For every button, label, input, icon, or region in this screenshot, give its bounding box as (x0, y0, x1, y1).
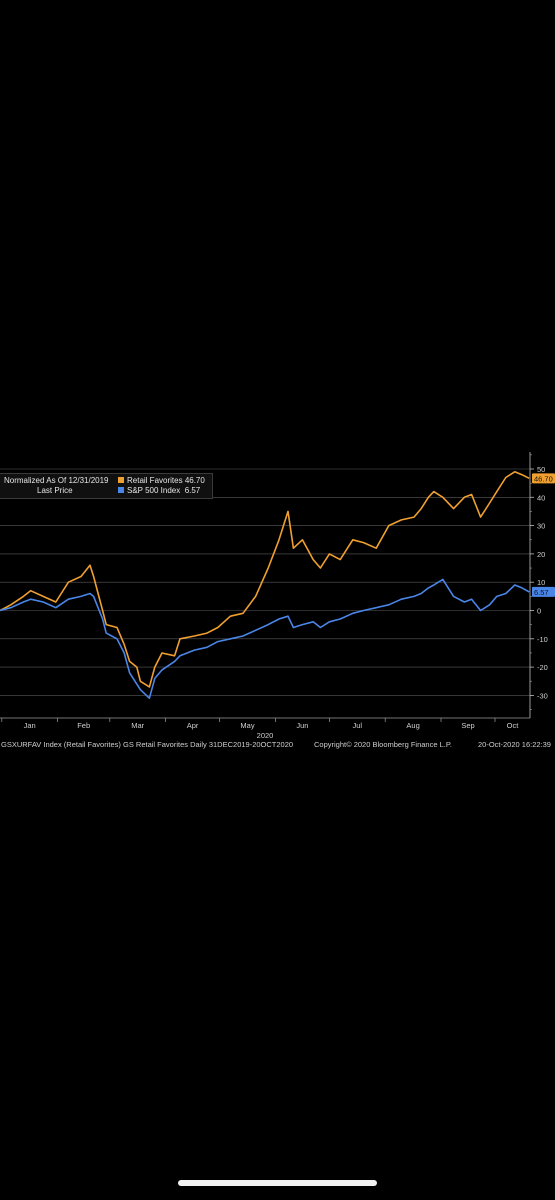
y-tick-label: 10 (537, 578, 545, 587)
y-tick-label: -30 (537, 691, 548, 700)
last-price-label: 6.57 (534, 588, 549, 597)
legend-swatch-blue (118, 487, 124, 493)
chart-legend: Normalized As Of 12/31/2019 Last Price R… (0, 473, 213, 499)
footer-ticker-info: GSXURFAV Index (Retail Favorites) GS Ret… (1, 740, 294, 749)
last-price-tag (532, 473, 555, 484)
y-tick-label: -10 (537, 635, 548, 644)
legend-swatch-orange (118, 477, 124, 483)
legend-series-list: Retail Favorites 46.70 S&P 500 Index 6.5… (118, 476, 205, 496)
last-price-label: 46.70 (534, 474, 553, 483)
footer-copyright: Copyright© 2020 Bloomberg Finance L.P. (314, 740, 452, 749)
x-axis-title: 2020 (257, 731, 274, 740)
x-tick-label: Oct (507, 721, 520, 730)
x-tick-label: Aug (406, 721, 419, 730)
y-tick-label: 50 (537, 465, 545, 474)
x-tick-label: Feb (77, 721, 90, 730)
normalized-label: Normalized As Of 12/31/2019 (4, 476, 109, 485)
series-line-sp500 (0, 578, 530, 700)
legend-item-sp500: S&P 500 Index 6.57 (118, 486, 205, 496)
legend-series-value: 46.70 (184, 476, 205, 485)
y-tick-label: 30 (537, 522, 545, 531)
x-tick-label: Mar (131, 721, 144, 730)
y-tick-label: 20 (537, 550, 545, 559)
legend-series-name: S&P 500 Index (127, 486, 181, 495)
footer-timestamp: 20-Oct-2020 16:22:39 (478, 740, 551, 749)
y-tick-label: 40 (537, 493, 545, 502)
y-tick-label: 0 (537, 607, 541, 616)
series-line-retail-favorites (0, 470, 530, 688)
y-tick-label: -20 (537, 663, 548, 672)
legend-series-value: 6.57 (184, 486, 201, 495)
legend-series-name: Retail Favorites (127, 476, 183, 485)
home-indicator[interactable] (178, 1180, 377, 1186)
legend-item-retail-favorites: Retail Favorites 46.70 (118, 476, 205, 486)
last-price-label: Last Price (37, 486, 73, 495)
x-tick-label: Jul (353, 721, 363, 730)
x-tick-label: May (240, 721, 254, 730)
last-price-tag (532, 586, 555, 597)
x-tick-label: Jan (24, 721, 36, 730)
x-tick-label: Jun (296, 721, 308, 730)
x-tick-label: Apr (187, 721, 199, 730)
legend-normalization: Normalized As Of 12/31/2019 Last Price (4, 476, 109, 496)
x-tick-label: Sep (461, 721, 474, 730)
